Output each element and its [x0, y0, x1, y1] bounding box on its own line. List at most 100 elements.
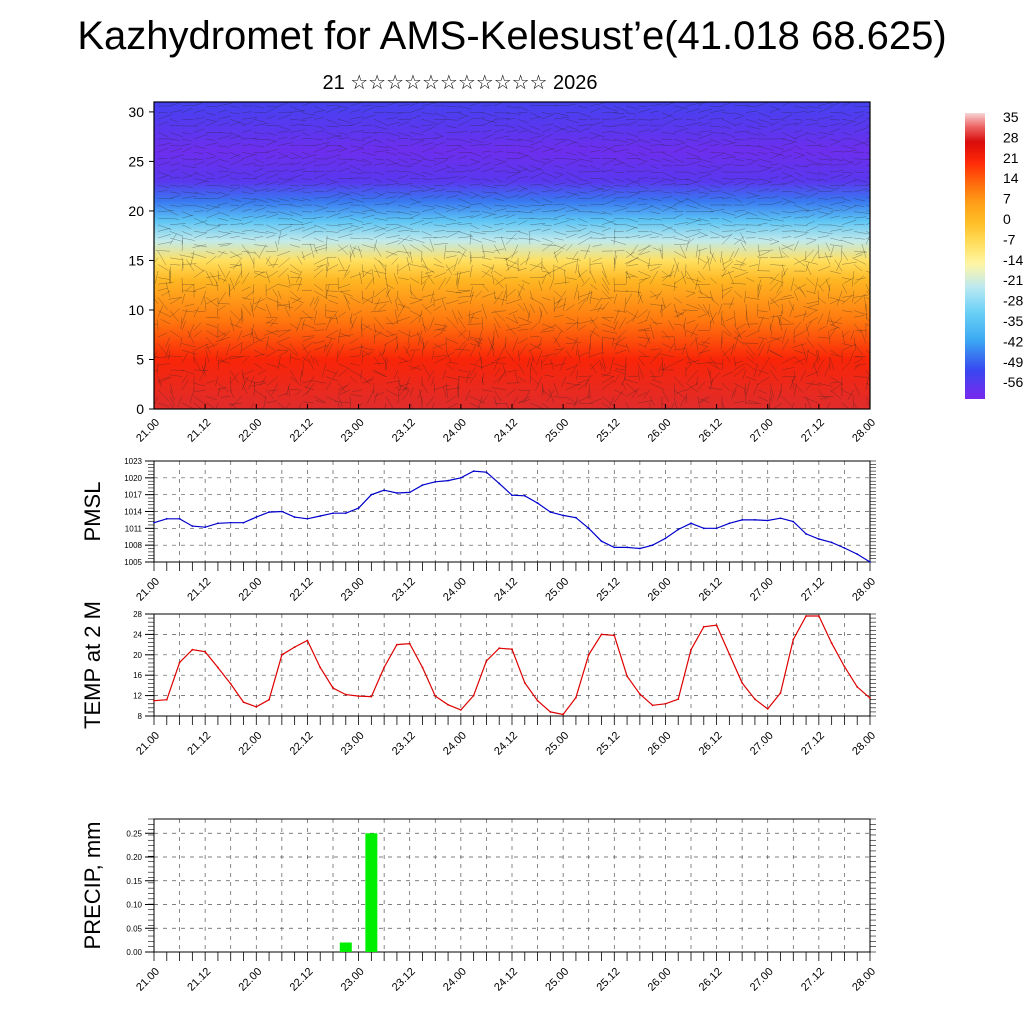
pmsl-point — [306, 517, 309, 520]
pmsl-point — [447, 479, 449, 482]
temp-point — [702, 625, 705, 628]
pmsl-point — [664, 537, 667, 540]
y-tick-label: 1005 — [124, 558, 142, 567]
x-tick-label: 25.12 — [594, 966, 622, 994]
y-tick-label: 0.10 — [126, 901, 142, 910]
y-minor-ticks — [148, 460, 876, 563]
y-tick-label: 1023 — [124, 457, 142, 466]
y-tick-label: 1008 — [124, 541, 142, 550]
y-tick-label: 1014 — [124, 508, 142, 517]
temp-point — [357, 695, 360, 698]
temp-point — [766, 707, 769, 710]
y-tick-label: 0.05 — [126, 924, 142, 933]
temp-point — [408, 642, 411, 645]
pmsl-point — [396, 492, 398, 494]
pmsl-point — [191, 525, 194, 527]
temp-point — [830, 642, 833, 644]
temp-point — [792, 638, 795, 641]
colorbar-label: 7 — [1003, 191, 1011, 207]
pmsl-point — [319, 515, 322, 517]
y-tick-label: 0.15 — [126, 877, 142, 886]
pmsl-point — [523, 494, 526, 497]
temp-point — [779, 692, 782, 694]
temp-point — [562, 713, 565, 716]
colorbar-label: -49 — [1003, 354, 1023, 370]
temp-point — [869, 697, 871, 700]
pmsl-point — [332, 512, 334, 515]
x-tick-label: 21.12 — [185, 966, 213, 994]
temp-point — [383, 666, 386, 669]
pmsl-point — [408, 491, 411, 494]
pmsl-point — [805, 533, 807, 535]
pmsl-point — [869, 561, 871, 563]
y-tick-label: 0 — [136, 401, 144, 417]
colorbar-label: 21 — [1003, 150, 1019, 166]
pmsl-point — [613, 546, 616, 549]
colorbar-label: -42 — [1003, 333, 1023, 349]
pmsl-point — [728, 522, 731, 525]
pmsl-point — [229, 521, 232, 524]
pmsl-point — [677, 528, 680, 531]
colorbar-label: -7 — [1003, 231, 1016, 247]
x-tick-label: 23.12 — [390, 966, 418, 994]
colorbar-label: 0 — [1003, 211, 1011, 227]
pmsl-point — [511, 494, 513, 497]
pmsl-point — [549, 511, 552, 513]
grid — [153, 819, 871, 953]
pmsl-point — [843, 547, 846, 549]
temp-point — [204, 650, 207, 653]
temp-point — [485, 660, 488, 662]
pmsl-point — [830, 541, 833, 544]
pmsl-point — [626, 546, 628, 549]
y-tick-label: 24 — [133, 630, 142, 639]
page-title: Kazhydromet for AMS-Kelesust’e(41.018 68… — [77, 14, 947, 58]
pmsl-point — [280, 510, 283, 513]
temp-point — [396, 643, 398, 646]
temp-point — [459, 708, 462, 711]
temp-point — [651, 704, 654, 707]
pmsl-point — [856, 553, 859, 556]
pmsl-point — [498, 482, 501, 485]
pmsl-point — [766, 519, 769, 522]
pmsl-point — [204, 526, 207, 529]
temp-point — [242, 701, 245, 704]
temp-point — [677, 698, 680, 701]
y-tick-label: 1020 — [124, 474, 142, 483]
y-tick-label: 16 — [133, 671, 142, 680]
y-tick-label: 12 — [133, 692, 142, 701]
temp-point — [472, 694, 475, 697]
colorbar-labels: 35 28 21 14 7 0 -7 -14 -21 -28 -35 -42 -49 -56 — [1003, 109, 1023, 390]
pmsl-point — [165, 517, 168, 520]
page-subtitle: 21 ☆☆☆☆☆☆☆☆☆☆☆ 2026 — [322, 72, 598, 94]
pmsl-point — [242, 521, 245, 524]
x-tick-label: 27.00 — [748, 966, 776, 994]
x-tick-label: 22.00 — [236, 966, 264, 994]
temp-point — [600, 633, 603, 636]
temp-point — [690, 648, 692, 651]
y-tick-label: 5 — [136, 351, 144, 367]
x-tick-label: 21.00 — [134, 966, 162, 994]
y-tick-label: 15 — [128, 252, 144, 268]
temp-point — [165, 698, 168, 701]
pmsl-point — [153, 521, 155, 524]
temp-point — [280, 653, 283, 656]
colorbar-label: 35 — [1003, 109, 1019, 125]
y-tick-label: 10 — [128, 302, 144, 318]
temp-point — [843, 665, 846, 668]
pmsl-point — [741, 519, 744, 521]
temp-point — [421, 666, 424, 669]
temp-point — [664, 702, 667, 705]
temp-point — [587, 653, 590, 656]
streamlines-path — [154, 102, 870, 409]
x-tick-label: 23.00 — [339, 966, 367, 994]
x-tick-label: 22.12 — [288, 966, 316, 994]
colorbar-label: -56 — [1003, 374, 1023, 390]
x-tick-label: 28.00 — [850, 966, 878, 994]
temp-point — [447, 703, 449, 706]
x-tick-label: 26.00 — [646, 966, 674, 994]
pmsl-point — [255, 516, 258, 519]
temp-point — [511, 648, 513, 651]
temp-point — [229, 682, 232, 685]
precip-bar — [339, 942, 352, 952]
